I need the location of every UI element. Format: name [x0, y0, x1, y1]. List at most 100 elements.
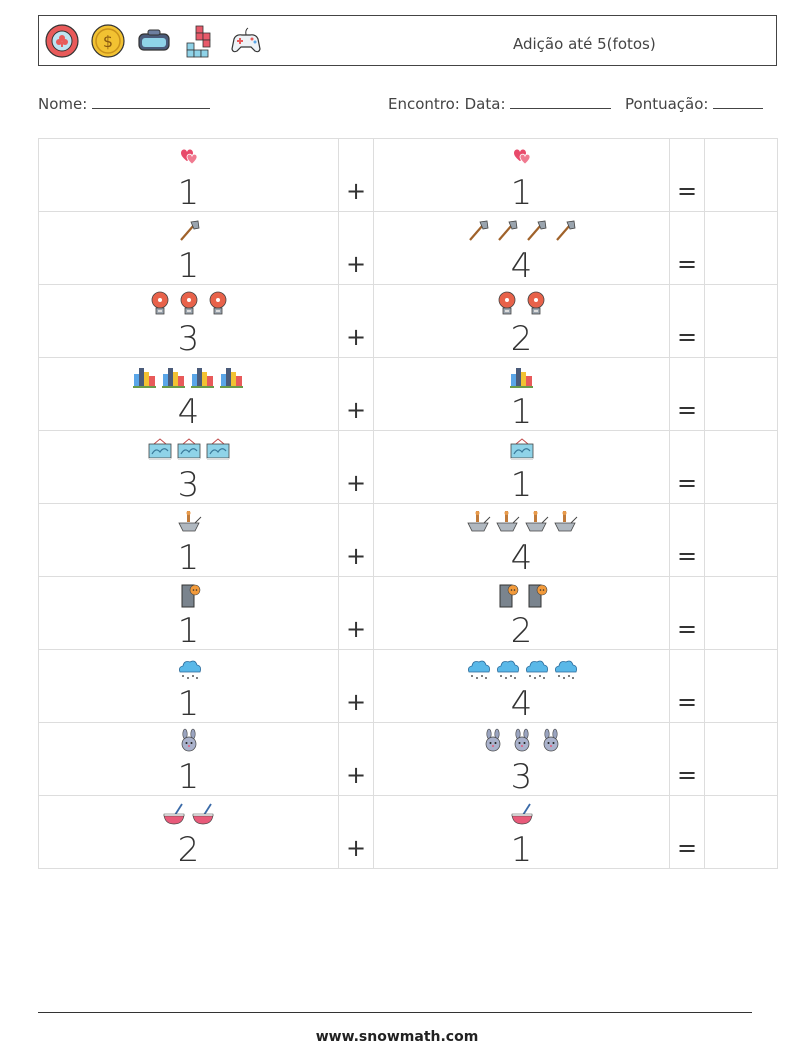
first-addend-cell: 1 — [38, 576, 339, 651]
door-icon — [175, 581, 203, 613]
first-addend-pictures — [39, 291, 338, 321]
picture-icon — [508, 435, 536, 467]
city-icon — [131, 362, 159, 394]
first-addend-number: 1 — [177, 611, 200, 651]
problem-row: 1 +3 = — [38, 722, 778, 796]
answer-cell[interactable] — [704, 649, 778, 723]
first-addend-cell: 3 — [38, 430, 339, 505]
first-addend-number: 3 — [177, 319, 200, 359]
hearts-icon — [175, 143, 203, 175]
answer-cell[interactable] — [704, 576, 778, 650]
first-addend-pictures — [39, 145, 338, 175]
problem-row: 4 +1 = — [38, 357, 778, 432]
bowl-icon — [160, 800, 188, 832]
first-addend-number: 1 — [177, 173, 200, 213]
meeting-date-label: Encontro: Data: — [388, 95, 506, 113]
addition-problems-table: 1 +1 = 1 +4 = 3 +2 = 4 +1 = 3 +1 = 1 +4 = 1 +2 = 1 +4 = 1 +3 = 2 +1 = — [38, 138, 778, 869]
second-addend-cell: 4 — [373, 211, 670, 285]
second-addend-cell: 2 — [373, 284, 670, 359]
axe-icon — [464, 216, 492, 248]
answer-cell[interactable] — [704, 138, 778, 212]
first-addend-pictures — [39, 437, 338, 467]
city-icon — [160, 362, 188, 394]
first-addend-pictures — [39, 364, 338, 394]
second-addend-cell: 3 — [373, 722, 670, 796]
answer-cell[interactable] — [704, 795, 778, 869]
door-icon — [493, 581, 521, 613]
alarm-bell-icon — [146, 289, 174, 321]
equals-cell: = — [669, 430, 705, 504]
first-addend-pictures — [39, 583, 338, 613]
answer-cell[interactable] — [704, 357, 778, 431]
second-addend-number: 4 — [510, 684, 533, 724]
second-addend-number: 1 — [510, 392, 533, 432]
answer-cell[interactable] — [704, 211, 778, 285]
second-addend-cell: 4 — [373, 503, 670, 577]
second-addend-cell: 1 — [373, 795, 670, 870]
axe-icon — [522, 216, 550, 248]
equals-sign: = — [676, 688, 698, 716]
alarm-bell-icon — [204, 289, 232, 321]
first-addend-pictures — [39, 218, 338, 248]
problem-row: 3 +1 = — [38, 430, 778, 505]
second-addend-pictures — [374, 291, 669, 321]
plus-sign: + — [345, 250, 367, 278]
alarm-bell-icon — [175, 289, 203, 321]
answer-cell[interactable] — [704, 284, 778, 358]
second-addend-number: 2 — [510, 319, 533, 359]
score-blank[interactable] — [713, 94, 764, 109]
plus-cell: + — [338, 357, 374, 431]
door-icon — [522, 581, 550, 613]
rabbit-icon — [175, 727, 203, 759]
plus-sign: + — [345, 688, 367, 716]
date-blank[interactable] — [510, 94, 612, 109]
vr-headset-icon — [135, 22, 173, 60]
snow-cloud-icon — [175, 654, 203, 686]
first-addend-number: 3 — [177, 465, 200, 505]
mortar-icon — [551, 508, 579, 540]
mortar-icon — [522, 508, 550, 540]
coin-icon: $ — [89, 22, 127, 60]
plus-sign: + — [345, 177, 367, 205]
first-addend-number: 4 — [177, 392, 200, 432]
city-icon — [218, 362, 246, 394]
mortar-icon — [493, 508, 521, 540]
plus-sign: + — [345, 615, 367, 643]
problem-row: 2 +1 = — [38, 795, 778, 870]
first-addend-number: 2 — [177, 830, 200, 870]
answer-cell[interactable] — [704, 722, 778, 796]
plus-cell: + — [338, 722, 374, 796]
plus-cell: + — [338, 503, 374, 577]
plus-sign: + — [345, 542, 367, 570]
second-addend-pictures — [374, 364, 669, 394]
equals-sign: = — [676, 396, 698, 424]
first-addend-cell: 3 — [38, 284, 339, 359]
plus-cell: + — [338, 211, 374, 285]
city-icon — [508, 362, 536, 394]
first-addend-pictures — [39, 802, 338, 832]
bowl-icon — [508, 800, 536, 832]
problem-row: 1 +4 = — [38, 649, 778, 724]
answer-cell[interactable] — [704, 503, 778, 577]
gamepad-icon — [227, 22, 265, 60]
poker-chip-icon — [43, 22, 81, 60]
equals-sign: = — [676, 761, 698, 789]
rabbit-icon — [508, 727, 536, 759]
plus-cell: + — [338, 649, 374, 723]
rabbit-icon — [537, 727, 565, 759]
problem-row: 1 +4 = — [38, 503, 778, 577]
first-addend-cell: 1 — [38, 649, 339, 723]
meeting-date-field: Encontro: Data: — [388, 94, 612, 113]
first-addend-cell: 1 — [38, 722, 339, 796]
plus-cell: + — [338, 138, 374, 212]
second-addend-number: 1 — [510, 830, 533, 870]
answer-cell[interactable] — [704, 430, 778, 504]
plus-sign: + — [345, 396, 367, 424]
second-addend-cell: 1 — [373, 138, 670, 212]
snow-cloud-icon — [551, 654, 579, 686]
equals-cell: = — [669, 722, 705, 796]
second-addend-cell: 2 — [373, 576, 670, 650]
name-blank[interactable] — [92, 94, 211, 109]
equals-cell: = — [669, 284, 705, 358]
footer-url: www.snowmath.com — [315, 1029, 479, 1045]
